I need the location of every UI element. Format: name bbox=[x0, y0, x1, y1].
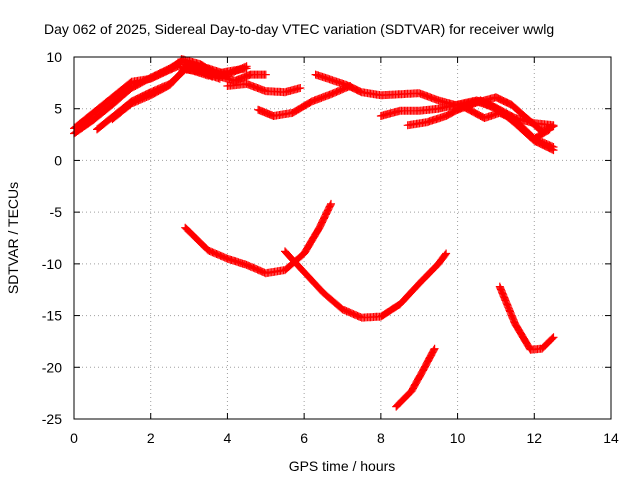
series-track-13 bbox=[181, 199, 335, 278]
x-axis-label: GPS time / hours bbox=[289, 458, 396, 474]
series-track-15 bbox=[392, 344, 439, 411]
x-tick-label: 14 bbox=[603, 430, 619, 446]
series-markers bbox=[254, 82, 355, 120]
y-tick-label: 10 bbox=[46, 49, 62, 65]
plot-frame bbox=[73, 56, 612, 420]
y-tick-label: 5 bbox=[54, 101, 62, 117]
series-track-5 bbox=[177, 55, 270, 85]
axis-ticks: 0 2 4 6 8 10 12 14 -25 -20 -15 -10 -5 0 5 10 bbox=[42, 49, 619, 446]
series-markers bbox=[495, 282, 558, 354]
series-track-7 bbox=[254, 82, 355, 120]
chart-title: Day 062 of 2025, Sidereal Day-to-day VTE… bbox=[44, 21, 554, 37]
x-tick-label: 6 bbox=[300, 430, 308, 446]
series-track-16 bbox=[495, 282, 558, 354]
data-series bbox=[70, 55, 558, 411]
y-tick-label: -10 bbox=[42, 256, 62, 272]
x-tick-label: 0 bbox=[70, 430, 78, 446]
series-markers bbox=[223, 79, 305, 97]
series-track-12 bbox=[461, 103, 554, 143]
grid-lines bbox=[74, 57, 611, 419]
x-tick-label: 4 bbox=[224, 430, 232, 446]
y-tick-label: -5 bbox=[50, 204, 63, 220]
series-track-6 bbox=[223, 79, 305, 97]
y-tick-label: -15 bbox=[42, 308, 62, 324]
series-markers bbox=[177, 55, 270, 85]
series-markers bbox=[181, 199, 335, 278]
series-track-14 bbox=[281, 247, 451, 322]
x-tick-label: 12 bbox=[526, 430, 542, 446]
y-axis-label: SDTVAR / TECUs bbox=[5, 182, 21, 294]
y-tick-label: -25 bbox=[42, 411, 62, 427]
y-tick-label: 0 bbox=[54, 152, 62, 168]
series-markers bbox=[392, 344, 439, 411]
series-markers bbox=[281, 247, 451, 322]
y-tick-label: -20 bbox=[42, 359, 62, 375]
x-tick-label: 2 bbox=[147, 430, 155, 446]
x-tick-label: 8 bbox=[377, 430, 385, 446]
x-tick-label: 10 bbox=[450, 430, 466, 446]
series-markers bbox=[461, 103, 554, 143]
